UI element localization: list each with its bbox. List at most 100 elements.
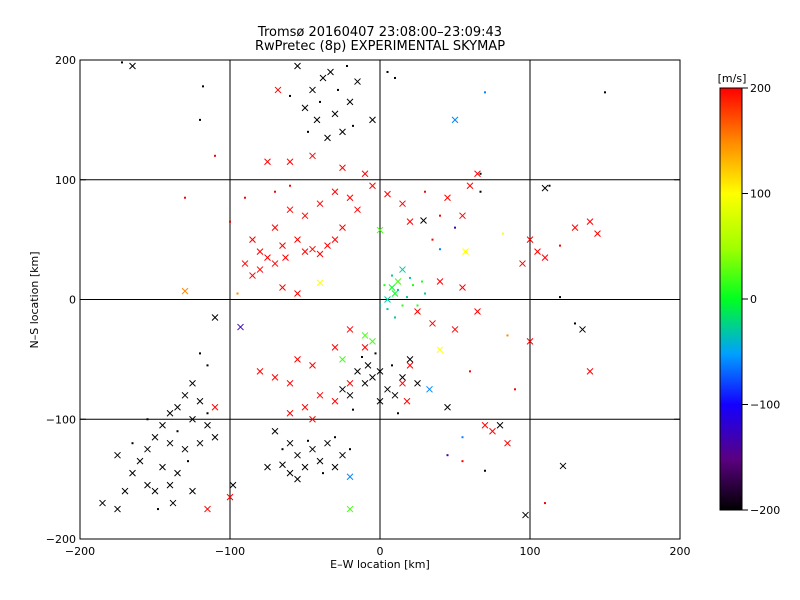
data-point-cross — [271, 224, 279, 232]
data-point-cross — [346, 379, 354, 387]
chart-subtitle: RwPretec (8p) EXPERIMENTAL SKYMAP — [255, 39, 505, 54]
data-point-dot — [374, 352, 377, 355]
data-point-dot — [394, 76, 396, 79]
data-point-cross — [264, 254, 271, 261]
data-point-cross — [369, 373, 376, 381]
data-point-cross — [324, 439, 331, 447]
data-point-cross — [339, 451, 346, 459]
data-point-cross — [151, 487, 159, 495]
data-point-cross — [324, 134, 331, 142]
data-point-cross — [204, 505, 211, 513]
data-point-dot — [409, 276, 411, 279]
data-point-dot — [131, 442, 134, 445]
data-point-dot — [559, 244, 561, 247]
data-point-dot — [346, 64, 348, 67]
data-point-cross — [526, 338, 534, 345]
data-point-cross — [316, 279, 324, 287]
data-point-cross — [129, 62, 136, 70]
data-point-cross — [316, 391, 324, 399]
data-point-cross — [339, 356, 346, 363]
data-point-cross — [391, 290, 399, 297]
data-point-cross — [309, 245, 316, 253]
data-point-cross — [391, 391, 399, 399]
data-point-cross — [594, 230, 601, 237]
data-point-dot — [146, 418, 149, 421]
data-point-cross — [196, 439, 204, 447]
x-axis-label: E–W location [km] — [330, 558, 430, 571]
data-point-cross — [271, 260, 279, 267]
data-point-cross — [309, 86, 316, 94]
data-point-cross — [286, 439, 294, 447]
data-point-cross — [444, 403, 451, 411]
data-point-cross — [586, 218, 594, 226]
data-point-dot — [484, 469, 486, 472]
data-point-cross — [301, 403, 309, 411]
data-point-cross — [99, 499, 106, 507]
data-point-cross — [159, 463, 166, 471]
data-point-cross — [114, 451, 121, 459]
data-point-cross — [229, 481, 237, 489]
data-point-cross — [519, 260, 526, 267]
data-point-cross — [309, 152, 316, 160]
data-point-cross — [346, 326, 354, 333]
data-point-cross — [316, 457, 324, 465]
data-point-cross — [264, 463, 271, 471]
data-point-cross — [420, 217, 427, 224]
data-point-cross — [384, 190, 391, 198]
data-point-cross — [436, 278, 444, 285]
y-tick-label: −200 — [46, 533, 76, 546]
data-point-cross — [279, 461, 286, 469]
data-point-cross — [301, 212, 309, 220]
data-point-dot — [401, 304, 404, 307]
data-point-cross — [271, 373, 279, 381]
data-point-dot — [236, 292, 239, 295]
data-point-dot — [322, 472, 324, 475]
data-point-cross — [249, 272, 256, 279]
data-point-cross — [319, 74, 327, 82]
data-point-dot — [424, 190, 426, 193]
data-point-cross — [294, 236, 301, 243]
data-point-cross — [534, 248, 541, 255]
data-point-cross — [211, 314, 219, 321]
data-point-cross — [279, 242, 286, 249]
data-point-dot — [386, 70, 389, 73]
data-point-cross — [237, 323, 244, 331]
data-point-cross — [474, 170, 481, 178]
data-point-cross — [144, 481, 151, 489]
data-point-cross — [316, 200, 324, 208]
data-point-dot — [479, 190, 482, 193]
data-point-cross — [241, 260, 249, 267]
axis-ticks: −200 −100 0 100 200 −200 −100 0 100 200 — [46, 54, 691, 558]
data-point-dot — [184, 196, 186, 199]
data-point-dot — [157, 508, 159, 511]
data-point-cross — [211, 403, 219, 411]
data-point-cross — [346, 505, 354, 513]
data-point-dot — [544, 502, 546, 505]
data-point-cross — [274, 86, 282, 94]
data-point-cross — [361, 344, 369, 351]
data-point-cross — [526, 236, 534, 243]
data-point-dot — [386, 308, 389, 311]
y-tick-label: −100 — [46, 413, 76, 426]
data-point-cross — [121, 487, 129, 495]
data-point-cross — [361, 379, 369, 387]
data-point-dot — [206, 364, 209, 367]
data-point-cross — [406, 362, 414, 369]
data-point-cross — [226, 493, 234, 501]
data-point-dot — [439, 214, 441, 217]
data-point-cross — [369, 338, 376, 345]
data-point-cross — [346, 194, 354, 202]
data-point-cross — [414, 308, 421, 315]
data-point-cross — [331, 110, 339, 118]
data-point-cross — [144, 445, 151, 453]
data-point-cross — [451, 326, 459, 333]
data-point-cross — [166, 409, 174, 417]
data-point-cross — [361, 332, 369, 339]
data-point-cross — [211, 433, 219, 441]
data-point-cross — [286, 409, 294, 417]
data-point-dot — [506, 334, 509, 337]
data-point-cross — [376, 226, 384, 234]
data-point-dot — [479, 172, 482, 175]
data-point-dot — [502, 232, 504, 235]
